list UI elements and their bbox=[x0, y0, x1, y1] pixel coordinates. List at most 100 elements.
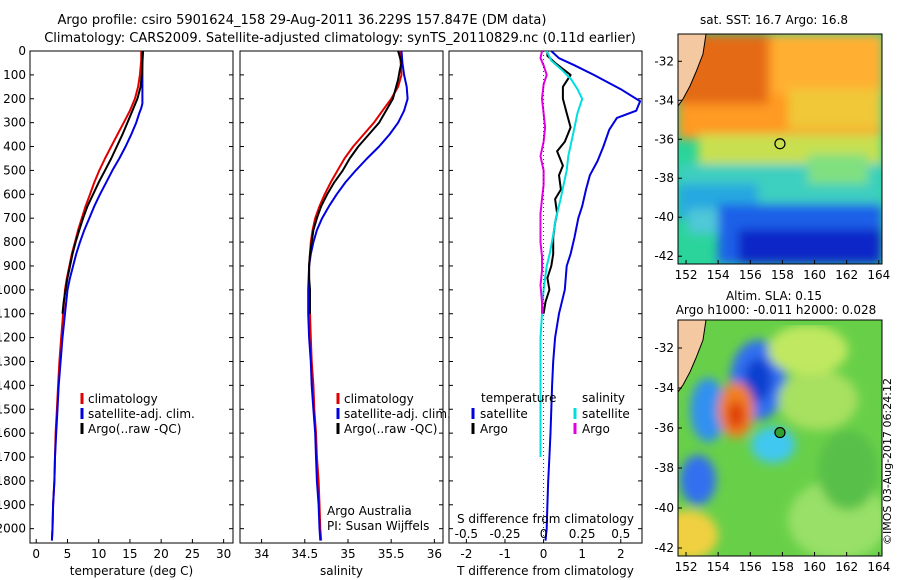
y-tick-label: 800 bbox=[3, 235, 26, 249]
y-tick-label: 1100 bbox=[0, 307, 26, 321]
y-tick-label: 1800 bbox=[0, 474, 26, 488]
series-line-salinity-argo bbox=[539, 51, 548, 314]
series-line-argo-raw-qc- bbox=[61, 51, 145, 314]
annotation-line1: Argo Australia bbox=[327, 504, 412, 518]
sst-blobs bbox=[678, 34, 882, 264]
x-tick-label-top: 0 bbox=[540, 527, 548, 541]
y-tick-label: 1600 bbox=[0, 426, 26, 440]
series-line-temperature-satellite bbox=[544, 51, 642, 541]
sla-patch bbox=[727, 401, 745, 429]
y-tick-label: -42 bbox=[654, 249, 674, 263]
legend-label: satellite-adj. clim. bbox=[88, 407, 195, 421]
legend-label: satellite bbox=[582, 407, 630, 421]
land-mass bbox=[678, 34, 707, 107]
x-tick-label-top: 0.25 bbox=[569, 527, 596, 541]
x-tick-label: 15 bbox=[122, 547, 137, 561]
x-tick-label: 164 bbox=[867, 268, 890, 282]
x-tick-label: 162 bbox=[835, 268, 858, 282]
temperature-series-group bbox=[50, 51, 145, 541]
y-tick-label: 600 bbox=[3, 187, 26, 201]
sst-patch bbox=[808, 154, 868, 184]
y-tick-label: 400 bbox=[3, 140, 26, 154]
annotation-line2: PI: Susan Wijffels bbox=[327, 519, 429, 533]
y-tick-label: -36 bbox=[654, 421, 674, 435]
sla-patch bbox=[680, 455, 716, 505]
x-tick-label: 158 bbox=[771, 560, 794, 574]
y-tick-label: 900 bbox=[3, 259, 26, 273]
y-tick-label: -36 bbox=[654, 132, 674, 146]
land-mass bbox=[678, 320, 707, 393]
series-line-salinity-satellite bbox=[539, 51, 584, 457]
x-tick-label: 156 bbox=[739, 560, 762, 574]
argo-location-marker bbox=[774, 426, 786, 439]
footer-copyright: ©IMOS 03-Aug-2017 06:24:12 bbox=[881, 378, 894, 545]
y-tick-label: -38 bbox=[654, 461, 674, 475]
y-tick-label: 500 bbox=[3, 163, 26, 177]
x-tick-label: 1 bbox=[578, 547, 586, 561]
x-axis-label-top: S difference from climatology bbox=[457, 512, 634, 526]
x-tick-label: 5 bbox=[64, 547, 72, 561]
legend-label: Argo bbox=[582, 422, 610, 436]
map-title-line2: Argo h1000: -0.011 h2000: 0.028 bbox=[676, 303, 877, 317]
y-tick-label: 1200 bbox=[0, 331, 26, 345]
sla-patch bbox=[678, 510, 718, 556]
x-axis-label: temperature (deg C) bbox=[70, 564, 193, 578]
y-tick-label: -38 bbox=[654, 171, 674, 185]
legend-title-salinity: salinity bbox=[582, 391, 625, 405]
x-tick-label: 154 bbox=[707, 268, 730, 282]
series-line-satellite-adj-clim- bbox=[50, 51, 144, 541]
difference-panel: -2 -1 0 1 2 T difference from climatology S di… bbox=[448, 50, 643, 578]
x-tick-label: -1 bbox=[499, 547, 511, 561]
legend-label: satellite bbox=[480, 407, 528, 421]
x-tick-label: 156 bbox=[739, 268, 762, 282]
salinity-panel: 34 34.5 35 35.5 36 salinity climatologysatelli… bbox=[239, 50, 451, 578]
map-title-line1: Altim. SLA: 0.15 bbox=[726, 289, 822, 303]
sst-patch bbox=[688, 209, 718, 234]
x-tick-label: 160 bbox=[803, 268, 826, 282]
y-tick-label: -40 bbox=[654, 210, 674, 224]
sla-patch bbox=[751, 427, 795, 463]
sst-patch bbox=[738, 229, 882, 264]
y-tick-label: 1700 bbox=[0, 450, 26, 464]
y-tick-label: -32 bbox=[654, 54, 674, 68]
temperature-frame bbox=[29, 50, 234, 544]
title-line2: Climatology: CARS2009. Satellite-adjuste… bbox=[44, 31, 636, 46]
y-tick-label: 1500 bbox=[0, 402, 26, 416]
series-line-temperature-argo bbox=[542, 51, 572, 314]
sst-patch bbox=[788, 89, 882, 129]
y-tick-label: -32 bbox=[654, 341, 674, 355]
y-tick-label: 1900 bbox=[0, 498, 26, 512]
x-axis-label: T difference from climatology bbox=[456, 564, 634, 578]
map-title: sat. SST: 16.7 Argo: 16.8 bbox=[700, 13, 848, 27]
sla_map-field bbox=[678, 320, 882, 556]
series-line-argo-raw-qc- bbox=[308, 51, 403, 314]
x-tick-label: 0 bbox=[540, 547, 548, 561]
series-line-satellite-adj-clim- bbox=[307, 51, 409, 541]
legend-label: climatology bbox=[344, 392, 414, 406]
sla_map-frame bbox=[677, 319, 883, 557]
x-tick-label: 162 bbox=[835, 560, 858, 574]
x-tick-label-top: 0.5 bbox=[611, 527, 630, 541]
sst-map-panel: sat. SST: 16.7 Argo: 16.8 152 154 156 158 160… bbox=[654, 13, 890, 282]
y-tick-label: -34 bbox=[654, 381, 674, 395]
x-tick-label: 158 bbox=[771, 268, 794, 282]
legend-label: climatology bbox=[88, 392, 158, 406]
legend-label: Argo(..raw -QC) bbox=[344, 422, 437, 436]
sst-patch bbox=[773, 34, 882, 94]
x-tick-label: -2 bbox=[460, 547, 472, 561]
x-tick-label: 34 bbox=[254, 547, 269, 561]
argo-location-marker bbox=[774, 138, 786, 150]
x-tick-label: 20 bbox=[154, 547, 169, 561]
y-tick-label: 2000 bbox=[0, 522, 26, 536]
sla-patch bbox=[778, 370, 858, 430]
x-tick-label: 35 bbox=[340, 547, 355, 561]
sla-patch bbox=[818, 430, 878, 510]
x-tick-label: 0 bbox=[32, 547, 40, 561]
sla-blobs bbox=[678, 325, 882, 556]
x-tick-label-top: -0.25 bbox=[489, 527, 520, 541]
x-tick-label: 152 bbox=[675, 560, 698, 574]
temperature-panel: 0100200300400500600700800900100011001200… bbox=[0, 44, 234, 578]
x-axis-label: salinity bbox=[320, 564, 363, 578]
x-tick-label: 36 bbox=[427, 547, 442, 561]
